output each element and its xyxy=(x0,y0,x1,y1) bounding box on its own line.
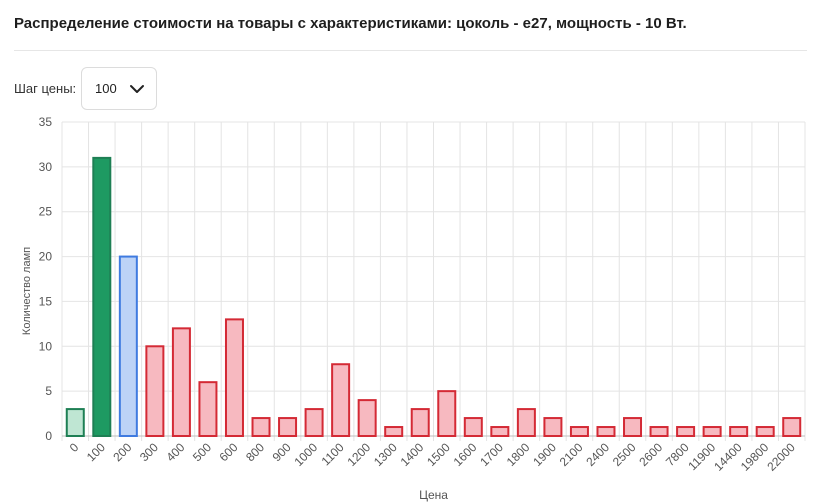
bar-1900 xyxy=(543,417,563,437)
bar-1600 xyxy=(463,417,483,437)
x-tick-label: 1800 xyxy=(504,440,533,469)
x-tick-label: 500 xyxy=(190,440,214,464)
bar-600 xyxy=(224,318,244,437)
bar-2100 xyxy=(569,426,589,437)
x-tick-label: 1500 xyxy=(424,440,453,469)
bar-22000 xyxy=(782,417,802,437)
bar-0 xyxy=(65,408,85,438)
bar-14400 xyxy=(729,426,749,437)
bar-11900 xyxy=(702,426,722,437)
x-tick-label: 400 xyxy=(163,440,187,464)
bar-1700 xyxy=(490,426,510,437)
bar-100 xyxy=(92,156,112,438)
x-tick-label: 2500 xyxy=(610,440,639,469)
bar-1800 xyxy=(516,408,536,438)
x-tick-label: 800 xyxy=(243,440,267,464)
bar-1500 xyxy=(437,390,457,437)
price-step-label: Шаг цены: xyxy=(14,81,77,96)
x-tick-label: 0 xyxy=(67,440,82,455)
bar-800 xyxy=(251,417,271,437)
bar-200 xyxy=(118,255,138,437)
x-tick-label: 22000 xyxy=(764,440,798,474)
y-tick-label: 5 xyxy=(45,384,52,398)
x-tick-label: 1600 xyxy=(451,440,480,469)
y-tick-label: 20 xyxy=(39,250,53,264)
bar-2500 xyxy=(623,417,643,437)
bar-1000 xyxy=(304,408,324,438)
x-tick-label: 1000 xyxy=(291,440,320,469)
x-tick-label: 1900 xyxy=(530,440,559,469)
price-step-value: 100 xyxy=(95,81,117,96)
x-tick-label: 1400 xyxy=(398,440,427,469)
y-tick-label: 0 xyxy=(45,429,52,443)
y-tick-label: 25 xyxy=(39,205,53,219)
bar-19800 xyxy=(755,426,775,437)
y-tick-label: 30 xyxy=(39,160,53,174)
x-tick-label: 1300 xyxy=(371,440,400,469)
y-tick-label: 15 xyxy=(39,294,53,308)
bar-2600 xyxy=(649,426,669,437)
x-tick-label: 300 xyxy=(137,440,161,464)
bar-1400 xyxy=(410,408,430,438)
bar-400 xyxy=(171,327,191,437)
x-tick-label: 1100 xyxy=(319,440,347,468)
x-tick-label: 14400 xyxy=(711,440,745,474)
bar-1200 xyxy=(357,399,377,438)
x-tick-label: 600 xyxy=(217,440,241,464)
chevron-down-icon xyxy=(130,85,144,93)
x-tick-label: 900 xyxy=(270,440,294,464)
page-title: Распределение стоимости на товары с хара… xyxy=(14,15,687,32)
title-divider xyxy=(14,50,807,51)
bar-300 xyxy=(145,345,165,438)
x-tick-label: 1200 xyxy=(345,440,374,469)
bar-1300 xyxy=(384,426,404,437)
x-tick-label: 11900 xyxy=(685,440,718,473)
x-tick-label: 100 xyxy=(84,440,108,464)
bar-1100 xyxy=(331,363,351,438)
x-tick-label: 2600 xyxy=(636,440,665,469)
bar-900 xyxy=(278,417,298,437)
y-tick-label: 10 xyxy=(39,339,53,353)
x-tick-label: 1700 xyxy=(477,440,506,469)
price-step-select[interactable]: 100 xyxy=(81,67,157,110)
bar-2400 xyxy=(596,426,616,437)
x-tick-label: 2100 xyxy=(557,440,586,469)
bar-500 xyxy=(198,381,218,437)
bar-7800 xyxy=(676,426,696,437)
x-tick-label: 200 xyxy=(110,440,134,464)
x-tick-label: 19800 xyxy=(738,440,772,474)
x-axis-title: Цена xyxy=(419,488,448,502)
y-tick-label: 35 xyxy=(39,115,53,129)
y-axis-title: Количество ламп xyxy=(21,247,33,335)
x-tick-label: 2400 xyxy=(583,440,612,469)
